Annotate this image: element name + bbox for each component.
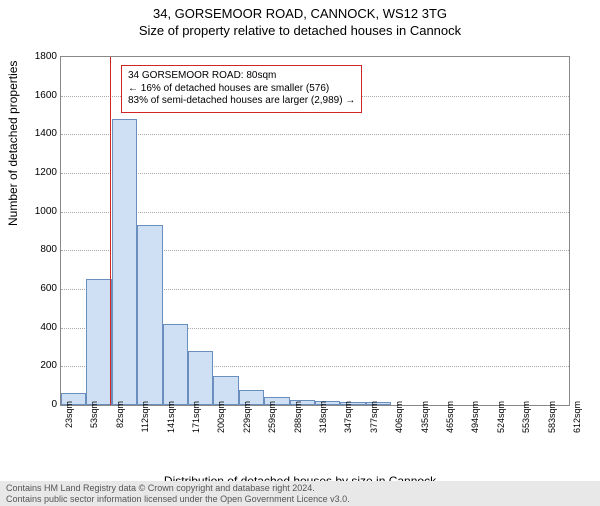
x-tick-label: 553sqm [521, 401, 531, 451]
y-tick-label: 200 [25, 361, 57, 371]
x-tick-label: 612sqm [572, 401, 582, 451]
x-tick-label: 141sqm [166, 401, 176, 451]
x-tick-label: 53sqm [89, 401, 99, 451]
x-tick-label: 347sqm [343, 401, 353, 451]
histogram-bar [188, 351, 213, 405]
histogram-bar [163, 324, 188, 405]
y-axis-label: Number of detached properties [6, 61, 20, 226]
x-tick-label: 435sqm [420, 401, 430, 451]
x-tick-label: 318sqm [318, 401, 328, 451]
annotation-line1: 34 GORSEMOOR ROAD: 80sqm [128, 70, 355, 83]
x-tick-label: 171sqm [191, 401, 201, 451]
x-tick-label: 259sqm [267, 401, 277, 451]
y-tick-label: 1600 [25, 91, 57, 101]
x-tick-label: 494sqm [470, 401, 480, 451]
attribution-line2: Contains public sector information licen… [6, 494, 594, 504]
x-tick-label: 288sqm [293, 401, 303, 451]
x-tick-label: 406sqm [394, 401, 404, 451]
histogram-bar [137, 225, 162, 405]
histogram-bar [86, 279, 111, 405]
attribution-footer: Contains HM Land Registry data © Crown c… [0, 481, 600, 506]
x-tick-label: 200sqm [216, 401, 226, 451]
gridline [61, 134, 569, 135]
chart-plot-area: 02004006008001000120014001600180023sqm53… [60, 56, 570, 406]
property-marker-line [110, 57, 111, 405]
histogram-bar [112, 119, 137, 405]
x-tick-label: 229sqm [242, 401, 252, 451]
gridline [61, 173, 569, 174]
annotation-line2: ← 16% of detached houses are smaller (57… [128, 83, 355, 96]
y-tick-label: 0 [25, 400, 57, 410]
attribution-line1: Contains HM Land Registry data © Crown c… [6, 483, 594, 493]
x-tick-label: 465sqm [445, 401, 455, 451]
x-tick-label: 112sqm [140, 401, 150, 451]
annotation-line3: 83% of semi-detached houses are larger (… [128, 95, 355, 108]
y-tick-label: 1200 [25, 168, 57, 178]
annotation-box: 34 GORSEMOOR ROAD: 80sqm← 16% of detache… [121, 65, 362, 113]
y-tick-label: 1400 [25, 129, 57, 139]
y-tick-label: 1800 [25, 52, 57, 62]
gridline [61, 212, 569, 213]
x-tick-label: 583sqm [547, 401, 557, 451]
x-tick-label: 82sqm [115, 401, 125, 451]
chart-title-main: 34, GORSEMOOR ROAD, CANNOCK, WS12 3TG [0, 6, 600, 21]
x-tick-label: 23sqm [64, 401, 74, 451]
y-tick-label: 400 [25, 323, 57, 333]
y-tick-label: 800 [25, 245, 57, 255]
y-tick-label: 1000 [25, 207, 57, 217]
x-tick-label: 524sqm [496, 401, 506, 451]
x-tick-label: 377sqm [369, 401, 379, 451]
chart-title-sub: Size of property relative to detached ho… [0, 23, 600, 38]
y-tick-label: 600 [25, 284, 57, 294]
